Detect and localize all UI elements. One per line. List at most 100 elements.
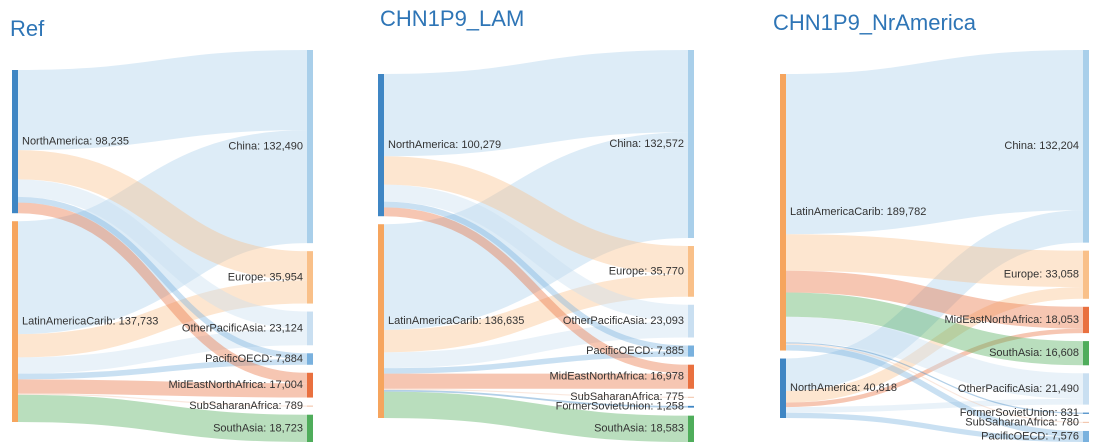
node-label: China: 132,490 bbox=[228, 140, 303, 152]
flow-link bbox=[785, 343, 1084, 423]
node-bar bbox=[307, 405, 313, 407]
node-bar bbox=[1083, 341, 1089, 366]
node-bar bbox=[688, 405, 694, 408]
node-bar bbox=[1083, 50, 1089, 243]
flow-link bbox=[785, 398, 1084, 413]
flow-link bbox=[17, 393, 308, 407]
chart-title: CHN1P9_LAM bbox=[380, 6, 524, 31]
chart-title: Ref bbox=[10, 16, 45, 41]
node-bar bbox=[12, 221, 18, 422]
node-label: OtherPacificAsia: 21,490 bbox=[958, 383, 1079, 395]
flow-link bbox=[785, 412, 1084, 443]
flow-link bbox=[785, 234, 1084, 288]
flow-link bbox=[383, 184, 689, 322]
node-bar bbox=[307, 353, 313, 365]
flow-link bbox=[17, 150, 308, 281]
flow-link bbox=[17, 179, 308, 330]
node-bar bbox=[307, 251, 313, 304]
node-label: PacificOECD: 7,885 bbox=[586, 345, 684, 357]
node-bar bbox=[1083, 306, 1089, 334]
flow-link bbox=[383, 156, 689, 275]
flow-link bbox=[383, 49, 689, 157]
flow-link bbox=[785, 287, 1084, 403]
node-bar bbox=[780, 74, 786, 351]
flow-link bbox=[785, 342, 1084, 414]
node-label: LatinAmericaCarib: 136,635 bbox=[388, 315, 524, 327]
flow-link bbox=[785, 292, 1084, 366]
node-label: NorthAmerica: 100,279 bbox=[388, 139, 501, 151]
node-label: China: 132,572 bbox=[609, 138, 684, 150]
flow-link bbox=[383, 321, 689, 369]
node-label: MidEastNorthAfrica: 16,978 bbox=[549, 371, 684, 383]
node-label: FormerSovietUnion: 831 bbox=[960, 407, 1079, 419]
links bbox=[16, 50, 309, 443]
node-bar bbox=[688, 364, 694, 389]
node-label: LatinAmericaCarib: 137,733 bbox=[22, 316, 158, 328]
node-bar bbox=[1083, 421, 1089, 423]
chart-title: CHN1P9_NrAmerica bbox=[773, 10, 977, 35]
flow-link bbox=[383, 207, 689, 374]
node-label: Europe: 35,770 bbox=[609, 265, 684, 277]
node-bar bbox=[688, 415, 694, 442]
node-bar bbox=[12, 70, 18, 214]
node-label: SubSaharanAfrica: 780 bbox=[965, 416, 1079, 428]
node-label: MidEastNorthAfrica: 17,004 bbox=[168, 379, 303, 391]
flow-link bbox=[17, 379, 308, 398]
node-label: LatinAmericaCarib: 189,782 bbox=[790, 206, 926, 218]
node-bar bbox=[688, 345, 694, 357]
node-label: Europe: 33,058 bbox=[1004, 269, 1079, 281]
node-label: China: 132,204 bbox=[1004, 140, 1079, 152]
node-label: SouthAsia: 18,723 bbox=[213, 422, 303, 434]
node-bar bbox=[1083, 250, 1089, 299]
flow-link bbox=[785, 344, 1084, 437]
flow-link bbox=[17, 394, 308, 443]
node-label: NorthAmerica: 98,235 bbox=[22, 136, 129, 148]
node-bar bbox=[378, 74, 384, 217]
flow-link bbox=[785, 316, 1084, 399]
flow-link bbox=[17, 202, 308, 384]
node-label: OtherPacificAsia: 23,093 bbox=[563, 315, 684, 327]
flow-link bbox=[785, 210, 1084, 391]
node-bar bbox=[307, 372, 313, 398]
links bbox=[382, 49, 690, 442]
node-label: Europe: 35,954 bbox=[228, 271, 303, 283]
flow-link bbox=[17, 50, 308, 151]
flow-link bbox=[383, 388, 689, 398]
flow-link bbox=[785, 270, 1084, 329]
flow-link bbox=[785, 50, 1084, 235]
flow-link bbox=[785, 328, 1084, 408]
flow-link bbox=[17, 280, 308, 358]
node-label: PacificOECD: 7,576 bbox=[981, 430, 1079, 442]
node-bar bbox=[1083, 373, 1089, 405]
node-bar bbox=[688, 50, 694, 239]
node-label: SouthAsia: 16,608 bbox=[989, 347, 1079, 359]
node-label: PacificOECD: 7,884 bbox=[205, 353, 303, 365]
node-bar bbox=[307, 311, 313, 346]
flow-link bbox=[383, 351, 689, 374]
flow-link bbox=[382, 132, 690, 330]
node-label: OtherPacificAsia: 23,124 bbox=[182, 322, 303, 334]
node-bar bbox=[307, 414, 313, 442]
node-label: SubSaharanAfrica: 775 bbox=[570, 391, 684, 403]
node-label: FormerSovietUnion: 1,258 bbox=[556, 401, 684, 413]
links bbox=[785, 50, 1084, 443]
node-label: SouthAsia: 18,583 bbox=[594, 423, 684, 435]
flow-link bbox=[383, 389, 689, 408]
flow-link bbox=[383, 274, 689, 353]
flow-link bbox=[383, 391, 689, 442]
node-label: SubSaharanAfrica: 789 bbox=[189, 400, 303, 412]
flow-link bbox=[16, 130, 309, 335]
node-bar bbox=[688, 396, 694, 398]
node-label: NorthAmerica: 40,818 bbox=[790, 382, 897, 394]
flow-link bbox=[17, 196, 308, 360]
node-bar bbox=[1083, 430, 1089, 442]
node-bar bbox=[378, 224, 384, 418]
flow-link bbox=[17, 359, 308, 380]
node-bar bbox=[688, 304, 694, 338]
flow-link bbox=[17, 329, 308, 374]
node-bar bbox=[1083, 412, 1089, 414]
node-bar bbox=[307, 50, 313, 244]
node-bar bbox=[780, 358, 786, 418]
